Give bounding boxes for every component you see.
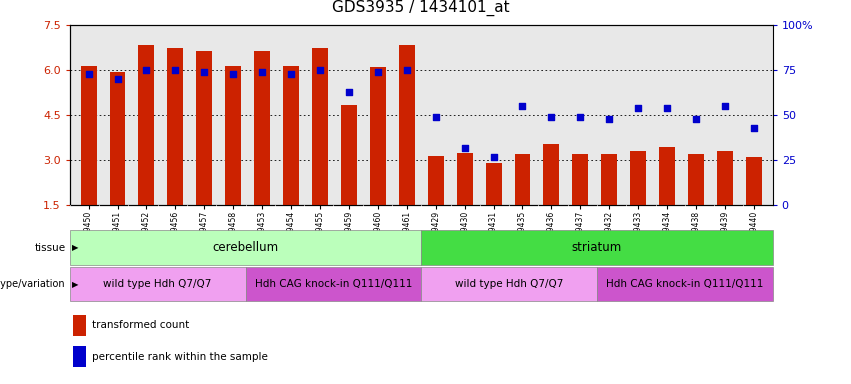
Bar (70, 230, 421, 265)
Bar (597, 267, 773, 301)
Bar (139, 45, 154, 205)
Text: ▶: ▶ (71, 280, 78, 289)
Bar (226, 66, 241, 205)
Bar (73, 315, 86, 336)
Text: GDS3935 / 1434101_at: GDS3935 / 1434101_at (333, 0, 510, 16)
Bar (110, 71, 125, 205)
Point (168, 67, 182, 73)
Point (226, 71, 240, 77)
Point (111, 76, 124, 82)
Point (284, 71, 298, 77)
Point (458, 145, 471, 151)
Bar (254, 51, 270, 205)
Bar (421, 230, 773, 265)
Point (140, 67, 153, 73)
Text: cerebellum: cerebellum (213, 241, 278, 254)
Bar (486, 163, 501, 205)
Text: percentile rank within the sample: percentile rank within the sample (92, 352, 267, 362)
Point (197, 69, 211, 75)
Bar (168, 48, 183, 205)
Bar (197, 51, 212, 205)
Bar (660, 147, 675, 205)
Bar (73, 346, 86, 367)
Point (574, 114, 587, 120)
Bar (631, 151, 646, 205)
Bar (341, 105, 357, 205)
Point (603, 116, 616, 122)
Point (631, 105, 645, 111)
Bar (544, 144, 559, 205)
Point (255, 69, 269, 75)
Bar (688, 154, 704, 205)
Bar (70, 267, 245, 301)
Point (400, 67, 414, 73)
Point (313, 67, 327, 73)
Text: tissue: tissue (34, 243, 66, 253)
Text: ▶: ▶ (71, 243, 78, 252)
Bar (457, 153, 472, 205)
Bar (515, 154, 530, 205)
Bar (421, 267, 597, 301)
Text: wild type Hdh Q7/Q7: wild type Hdh Q7/Q7 (104, 279, 212, 289)
Text: striatum: striatum (572, 241, 622, 254)
Bar (370, 67, 386, 205)
Point (545, 114, 558, 120)
Point (342, 89, 356, 95)
Bar (399, 45, 414, 205)
Bar (746, 157, 762, 205)
Point (747, 125, 761, 131)
Point (487, 154, 500, 160)
Bar (428, 156, 443, 205)
Point (429, 114, 443, 120)
Bar (573, 154, 588, 205)
Point (689, 116, 703, 122)
Bar (283, 66, 299, 205)
Point (660, 105, 674, 111)
Bar (81, 66, 96, 205)
Point (516, 103, 529, 109)
Text: Hdh CAG knock-in Q111/Q111: Hdh CAG knock-in Q111/Q111 (254, 279, 412, 289)
Bar (312, 48, 328, 205)
Bar (717, 151, 733, 205)
Bar (602, 154, 617, 205)
Point (82, 71, 95, 77)
Text: genotype/variation: genotype/variation (0, 279, 66, 289)
Bar (245, 267, 421, 301)
Point (371, 69, 385, 75)
Text: transformed count: transformed count (92, 320, 189, 330)
Text: Hdh CAG knock-in Q111/Q111: Hdh CAG knock-in Q111/Q111 (606, 279, 763, 289)
Text: wild type Hdh Q7/Q7: wild type Hdh Q7/Q7 (455, 279, 563, 289)
Point (718, 103, 732, 109)
